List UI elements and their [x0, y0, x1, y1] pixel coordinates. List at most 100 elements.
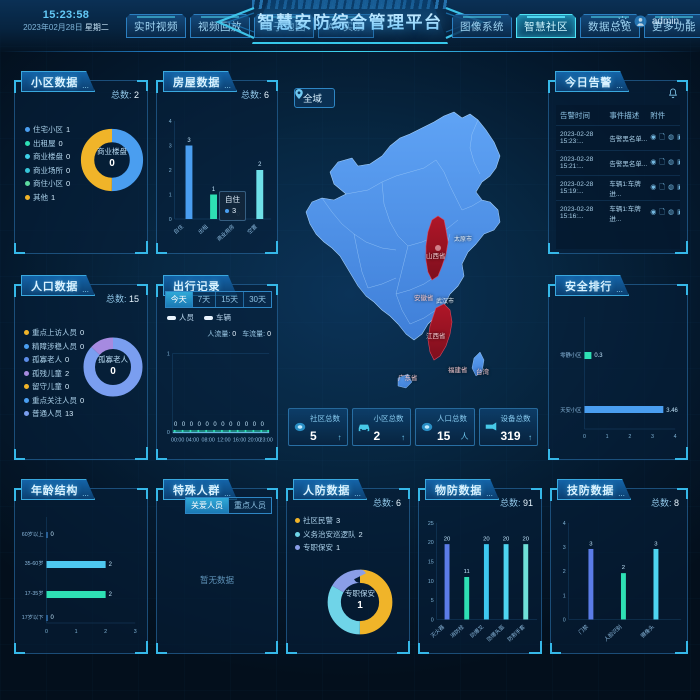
svg-text:天安小区: 天安小区 [560, 406, 582, 414]
alarm-table: 告警时间 事件描述 附件 2023-02-28 15:23:... 告警黑名单.… [556, 105, 680, 249]
tab-30days[interactable]: 30天 [244, 292, 271, 307]
legend-item: 孤寡老人 0 [24, 356, 84, 364]
row-actions[interactable]: ◉🗋◍▣ [650, 133, 680, 144]
china-map-svg[interactable] [286, 72, 538, 462]
svg-text:20:00: 20:00 [248, 437, 261, 443]
special-group-tabs[interactable]: 关爱人员 重点人员 [185, 497, 272, 514]
tab-15days[interactable]: 15天 [216, 292, 245, 307]
panel-today-alarms: 今日告警... 告警时间 事件描述 附件 2023-02-28 15:23:..… [548, 80, 688, 254]
table-row[interactable]: 2023-02-28 15:19:... 车辆1:车牌进... ◉🗋◍▣ [556, 175, 680, 200]
nav-smart-community[interactable]: 智慧社区 [516, 14, 576, 38]
bell-icon[interactable] [668, 88, 678, 99]
island-hainan[interactable] [397, 373, 413, 389]
legend-people[interactable]: 人员 [167, 312, 194, 323]
svg-text:00:00: 00:00 [171, 437, 184, 443]
svg-text:空置: 空置 [245, 222, 259, 236]
nav-data-overview[interactable]: 数据总览 [580, 14, 640, 38]
stat-card-communities[interactable]: 社区总数 5 ↑ [288, 408, 348, 446]
house-bar-chart: 01 234 31 02 自住 出租 商业用房 空置 [157, 103, 277, 253]
table-row[interactable]: 2023-02-28 15:23:... 告警黑名单... ◉🗋◍▣ [556, 125, 680, 150]
population-donut-chart [83, 337, 143, 397]
view-icon: ◉ [650, 183, 657, 191]
community-donut-chart [80, 128, 144, 192]
svg-text:20: 20 [522, 537, 529, 543]
user-area[interactable]: admin ▼ [616, 15, 692, 28]
svg-text:灭火器: 灭火器 [429, 623, 446, 639]
app-title-text: 智慧安防综合管理平台 [252, 0, 448, 44]
svg-text:0: 0 [50, 532, 54, 538]
panel-title-material-defense: 物防数据... [425, 479, 499, 500]
community-icon [294, 422, 306, 432]
gear-icon[interactable] [616, 15, 629, 28]
chevron-down-icon[interactable]: ▼ [684, 17, 692, 26]
travel-range-tabs[interactable]: 今天 7天 15天 30天 [164, 291, 272, 308]
svg-text:15: 15 [428, 559, 434, 565]
island-taiwan[interactable] [471, 351, 485, 377]
svg-text:消防栓: 消防栓 [448, 622, 466, 639]
table-row[interactable]: 2023-02-28 15:21:... 告警黑名单... ◉🗋◍▣ [556, 150, 680, 175]
civil-defense-legend: 社区民警 3 义务治安巡逻队 2 专职保安 1 [295, 517, 363, 558]
svg-text:35-60岁: 35-60岁 [25, 559, 44, 567]
tab-today[interactable]: 今天 [165, 292, 193, 307]
stat-card-devices[interactable]: 设备总数 319 ↑ [478, 408, 538, 446]
population-legend: 重点上访人员 0 精障涉稳人员 0 孤寡老人 0 孤残儿童 2 留守儿童 0 重点关注人员… [24, 329, 84, 424]
svg-text:20: 20 [428, 540, 434, 546]
clock-time: 15:23:58 [42, 9, 90, 21]
svg-text:3.46: 3.46 [666, 408, 678, 414]
svg-text:出租: 出租 [196, 222, 210, 236]
legend-item: 精障涉稳人员 0 [24, 342, 84, 351]
panel-title-today-alarms: 今日告警... [555, 71, 629, 92]
svg-text:2: 2 [109, 592, 112, 598]
legend-item: 普通人员 13 [24, 410, 84, 418]
china-map[interactable]: 全域 太原市 山西省 安徽省 江西省 武汉市 福建省 广东省 台湾 [286, 72, 538, 462]
safety-rank-chart: 零静小区 0.3 天安小区 3.46 0 1 2 3 4 [549, 309, 687, 459]
map-scope-selector[interactable]: 全域 [294, 88, 336, 108]
legend-vehicle[interactable]: 车辆 [204, 312, 231, 323]
svg-text:1: 1 [212, 187, 216, 193]
svg-text:0: 0 [198, 422, 202, 428]
stat-card-subdistricts[interactable]: 小区总数 2 ↑ [351, 408, 411, 446]
device-icon [485, 422, 496, 431]
nav-more-functions[interactable]: 更多功能 [644, 14, 700, 38]
row-actions[interactable]: ◉🗋◍▣ [650, 158, 680, 169]
panel-special-group: 特殊人群... 关爱人员 重点人员 暂无数据 [156, 488, 278, 654]
alarm-table-header: 告警时间 事件描述 附件 [560, 110, 666, 120]
travel-legend[interactable]: 人员 车辆 [167, 312, 231, 323]
province-jiangxi[interactable] [427, 303, 453, 361]
tab-key-people[interactable]: 重点人员 [229, 498, 271, 513]
svg-text:0: 0 [190, 422, 194, 428]
material-defense-chart: 0 5 10 15 20 25 20 11 20 20 20 灭火器 消防栓 防爆叉 防爆头盔 [419, 513, 541, 653]
clip-icon: ◍ [667, 158, 675, 166]
nav-realtime-video[interactable]: 实时视频 [126, 14, 186, 38]
svg-text:10: 10 [428, 579, 434, 585]
svg-text:4: 4 [674, 434, 677, 440]
svg-text:防爆叉: 防爆叉 [468, 622, 486, 639]
stat-card-population[interactable]: 人口总数 15 人 [415, 408, 475, 446]
svg-text:16:00: 16:00 [233, 437, 246, 443]
svg-text:门禁: 门禁 [577, 622, 591, 636]
material-defense-total: 总数: 91 [499, 498, 533, 508]
svg-text:12:00: 12:00 [217, 437, 230, 443]
svg-text:1: 1 [75, 629, 78, 635]
row-actions[interactable]: ◉🗋◍▣ [650, 183, 680, 194]
community-total: 总数: 2 [110, 90, 139, 100]
svg-text:20: 20 [483, 537, 490, 543]
legend-item: 商住小区 0 [25, 180, 70, 188]
nav-image-system[interactable]: 图像系统 [452, 14, 512, 38]
clock-weekday: 星期二 [84, 22, 109, 32]
table-row[interactable]: 2023-02-28 15:16:... 车辆1:车牌进... ◉🗋◍▣ [556, 200, 680, 225]
edit-icon: ▣ [677, 133, 680, 144]
house-chart-tooltip: 自住 3 [219, 191, 246, 221]
svg-text:2: 2 [628, 434, 631, 440]
tab-care-people[interactable]: 关爱人员 [186, 498, 229, 513]
legend-item: 住宅小区 1 [25, 126, 70, 134]
map-stat-cards: 社区总数 5 ↑ 小区总数 2 ↑ 人口总数 15 人 设备总数 319 ↑ [288, 408, 538, 446]
tab-7days[interactable]: 7天 [192, 292, 217, 307]
view-icon: ◉ [650, 158, 657, 166]
clip-icon: ◍ [667, 208, 675, 216]
panel-title-community-data: 小区数据... [21, 71, 95, 92]
community-legend: 住宅小区 1 出租屋 0 商业楼盘 0 商业场所 0 商住小区 0 其他 1 [25, 126, 70, 207]
row-actions[interactable]: ◉🗋◍▣ [650, 208, 680, 219]
